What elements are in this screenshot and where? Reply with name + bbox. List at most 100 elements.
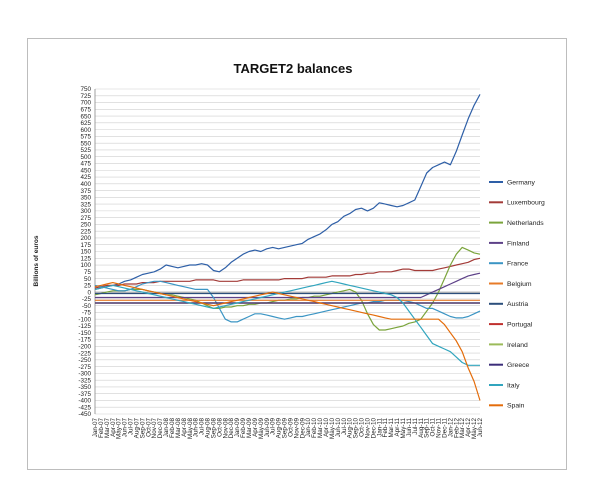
x-tick-label: Feb-09 <box>240 418 247 438</box>
x-tick-label: Oct-11 <box>430 418 437 437</box>
x-tick-label: Feb-11 <box>382 418 389 438</box>
y-tick-label: -375 <box>78 391 91 398</box>
x-tick-label: Nov-07 <box>151 418 158 439</box>
x-tick-label: Oct-09 <box>287 418 294 437</box>
y-tick-label: 400 <box>80 181 91 188</box>
y-tick-label: -75 <box>82 310 92 317</box>
x-tick-label: Jan-09 <box>234 418 241 438</box>
x-tick-label: Dec-09 <box>299 418 306 439</box>
legend-entry: Austria <box>507 301 528 308</box>
y-tick-label: 200 <box>80 235 91 242</box>
y-tick-label: -150 <box>78 330 91 337</box>
x-tick-label: Aug-09 <box>276 418 283 439</box>
legend-entry: Finland <box>507 240 530 247</box>
y-tick-label: 700 <box>80 100 91 107</box>
x-tick-label: Jun-10 <box>335 418 342 438</box>
y-tick-label: -325 <box>78 377 91 384</box>
y-tick-label: 225 <box>80 228 91 235</box>
x-tick-label: Oct-10 <box>359 418 366 437</box>
y-tick-label: -225 <box>78 350 91 357</box>
x-tick-label: Feb-10 <box>311 418 318 438</box>
y-tick-label: -125 <box>78 323 91 330</box>
x-tick-label: Dec-07 <box>157 418 164 439</box>
x-tick-label: Jun-09 <box>264 418 271 438</box>
x-tick-label: Sep-10 <box>353 418 360 439</box>
x-tick-label: May-11 <box>400 418 407 439</box>
series-line-spain <box>94 282 481 401</box>
x-tick-label: Sep-09 <box>282 418 289 439</box>
y-axis-label: Billions of euros <box>33 235 40 286</box>
x-tick-label: Feb-07 <box>98 418 105 438</box>
y-tick-label: 625 <box>80 120 91 127</box>
legend-entry: Belgium <box>507 281 532 288</box>
x-tick-label: Jul-07 <box>128 418 135 436</box>
y-tick-label: -50 <box>82 303 92 310</box>
series-line-italy <box>94 280 480 366</box>
x-tick-label: Sep-08 <box>210 418 217 439</box>
x-tick-label: Jan-10 <box>305 418 312 438</box>
y-tick-label: 300 <box>80 208 91 215</box>
x-tick-label: Jun-12 <box>477 418 484 438</box>
x-tick-label: Dec-11 <box>441 418 448 438</box>
y-tick-label: 250 <box>80 222 91 229</box>
gridlines <box>94 88 480 415</box>
x-tick-label: Nov-10 <box>364 418 371 439</box>
x-tick-label: Feb-12 <box>453 418 460 438</box>
x-tick-label: Mar-12 <box>459 418 466 438</box>
x-tick-label: Jul-11 <box>412 418 419 435</box>
legend-entry: Greece <box>507 362 530 369</box>
y-tick-label: -100 <box>78 316 91 323</box>
y-tick-label: 325 <box>80 201 91 208</box>
legend-entry: Luxembourg <box>507 200 545 207</box>
y-tick-label: 0 <box>87 289 91 296</box>
x-axis-ticks: Jan-07Feb-07Mar-07Apr-07May-07Jun-07Jul-… <box>92 418 484 439</box>
x-tick-label: Dec-10 <box>370 418 377 439</box>
y-tick-label: 500 <box>80 154 91 161</box>
legend-entry: Netherlands <box>507 220 544 227</box>
x-tick-label: Aug-11 <box>418 418 425 438</box>
y-tick-label: -250 <box>78 357 91 364</box>
series-line-france <box>94 280 481 323</box>
y-tick-label: 50 <box>84 276 92 283</box>
y-tick-label: 275 <box>80 215 91 222</box>
y-tick-label: 150 <box>80 249 91 256</box>
x-tick-label: Jun-11 <box>406 418 413 437</box>
x-tick-label: Feb-08 <box>169 418 176 438</box>
x-tick-label: Jan-07 <box>92 418 99 438</box>
chart-title: TARGET2 balances <box>234 61 353 76</box>
x-tick-label: Jun-07 <box>122 418 129 438</box>
y-tick-label: -450 <box>78 411 91 418</box>
y-tick-label: 550 <box>80 140 91 147</box>
x-tick-label: Oct-07 <box>145 418 152 437</box>
x-tick-label: Jan-08 <box>163 418 170 438</box>
legend-entry: Germany <box>507 179 536 186</box>
y-tick-label: 75 <box>84 269 92 276</box>
y-tick-label: 425 <box>80 174 91 181</box>
x-tick-label: Apr-12 <box>465 418 472 437</box>
line-chart: TARGET2 balances Billions of euros -450-… <box>33 61 545 439</box>
x-tick-label: Sep-07 <box>139 418 146 439</box>
y-tick-label: 125 <box>80 255 91 262</box>
x-tick-label: Sep-11 <box>424 418 431 438</box>
y-tick-label: 350 <box>80 195 91 202</box>
y-tick-label: -425 <box>78 404 91 411</box>
legend-entry: Italy <box>507 382 520 389</box>
y-tick-label: -400 <box>78 398 91 405</box>
y-tick-label: 450 <box>80 167 91 174</box>
series-line-luxembourg <box>94 257 481 289</box>
series-lines <box>94 94 481 401</box>
x-tick-label: Mar-10 <box>317 418 324 438</box>
y-tick-label: -275 <box>78 364 91 371</box>
x-tick-label: Jun-08 <box>193 418 200 438</box>
y-tick-label: 100 <box>80 262 91 269</box>
series-line-germany <box>94 94 481 290</box>
x-tick-label: Jan-11 <box>376 418 383 437</box>
x-tick-label: Mar-09 <box>246 418 253 438</box>
x-tick-label: Dec-08 <box>228 418 235 439</box>
x-tick-label: Nov-11 <box>436 418 443 438</box>
y-axis-ticks: -450-425-400-375-350-325-300-275-250-225… <box>78 86 91 418</box>
y-tick-label: 175 <box>80 242 91 249</box>
x-tick-label: Nov-08 <box>222 418 229 439</box>
y-tick-label: -350 <box>78 384 91 391</box>
series-line-finland <box>95 272 481 299</box>
